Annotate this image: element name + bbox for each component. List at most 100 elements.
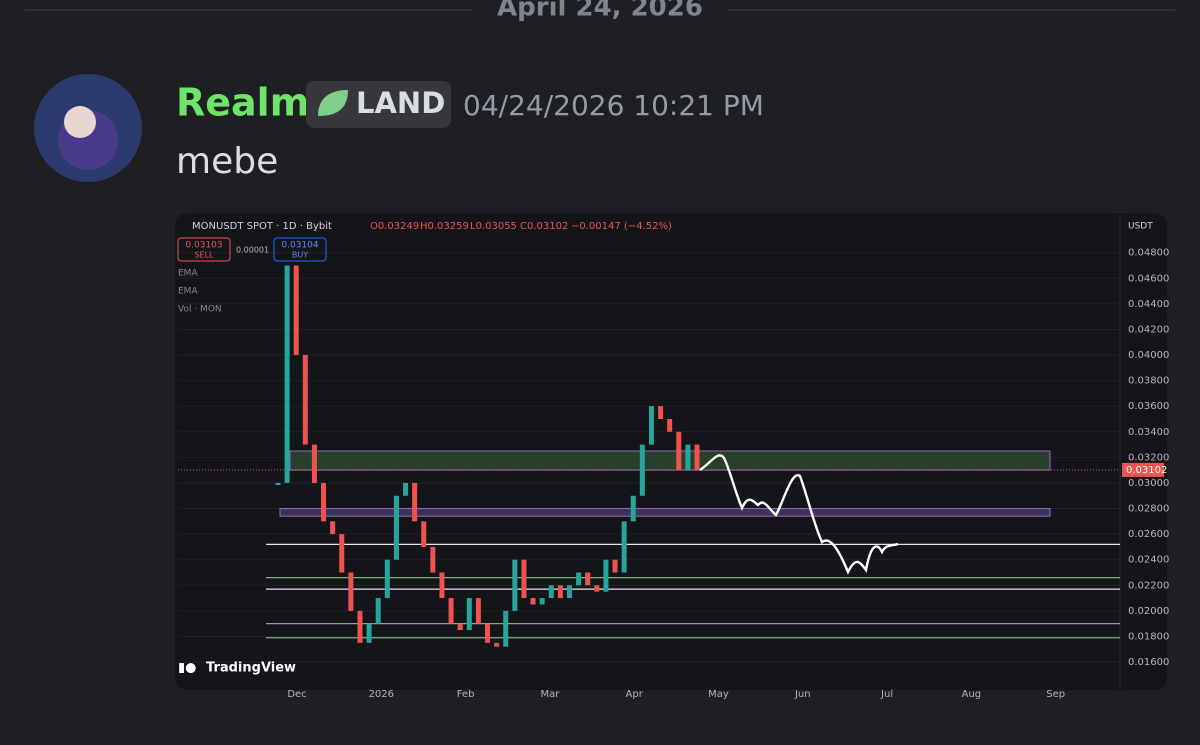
y-tick-label: 0.02200 [1128, 580, 1169, 591]
candle [594, 585, 600, 592]
candle [621, 521, 627, 573]
candle [403, 482, 409, 496]
candle [448, 598, 454, 624]
buy-box[interactable] [273, 237, 327, 262]
buy-price: 0.03104 [281, 241, 318, 251]
candle [685, 444, 691, 471]
candle [639, 444, 645, 496]
y-tick-label: 0.04600 [1128, 273, 1169, 284]
candle [530, 598, 536, 605]
x-tick-label: Dec [287, 689, 306, 700]
sell-label: SELL [194, 251, 214, 260]
candle [648, 406, 654, 445]
y-tick-label: 0.03600 [1128, 401, 1169, 412]
x-tick-label: Feb [457, 689, 475, 700]
tag-label: LAND [356, 86, 445, 120]
leaf-icon [318, 90, 348, 116]
candle [512, 559, 518, 611]
avatar-face [64, 106, 96, 138]
candle [330, 521, 336, 535]
ohlc: H0.03259 [420, 221, 469, 232]
sell-box[interactable] [177, 237, 231, 262]
zone [279, 508, 1051, 517]
indicator: EMA [178, 269, 198, 279]
y-tick-label: 0.02600 [1128, 529, 1169, 540]
x-tick-label: 2026 [369, 689, 394, 700]
y-tick-label: 0.01800 [1128, 631, 1169, 642]
message-text: mebe [176, 141, 278, 182]
candle [576, 572, 582, 586]
date-divider: April 24, 2026 [497, 0, 703, 23]
y-tick-label: 0.04200 [1128, 324, 1169, 335]
y-tick-label: 0.03000 [1128, 478, 1169, 489]
symbol: MONUSDT SPOT · 1D · Bybit [192, 221, 332, 232]
candle [612, 559, 618, 573]
x-tick-label: Aug [962, 689, 982, 700]
author-name[interactable]: Realm [176, 81, 309, 125]
candle [412, 482, 418, 522]
candle [366, 623, 372, 643]
y-tick-label: 0.03400 [1128, 427, 1169, 438]
candle [384, 559, 390, 599]
candle [566, 585, 572, 599]
x-tick-label: Sep [1046, 689, 1065, 700]
candle [557, 585, 563, 599]
candle [321, 482, 327, 522]
candle [430, 546, 436, 573]
candle [302, 355, 308, 445]
candle [494, 642, 500, 647]
spread: 0.00001 [236, 246, 269, 255]
y-tick-label: 0.02800 [1128, 504, 1169, 515]
candle [548, 585, 554, 599]
y-tick-label: 0.03200 [1128, 452, 1169, 463]
candle [585, 572, 591, 586]
ohlc: C0.03102 [520, 221, 568, 232]
candle [284, 265, 290, 483]
x-tick-label: Mar [540, 689, 560, 700]
candle [658, 406, 664, 419]
ohlc: L0.03055 [470, 221, 517, 232]
x-tick-label: Apr [626, 689, 644, 700]
candle [339, 534, 345, 573]
candle [421, 521, 427, 547]
candle [439, 572, 445, 599]
last-price-label: 0.03102 [1126, 465, 1167, 476]
y-tick-label: 0.02000 [1128, 606, 1169, 617]
buy-label: BUY [292, 251, 308, 260]
candle [275, 482, 281, 485]
change: −0.00147 (−4.52%) [571, 221, 672, 232]
drawn-projection [699, 454, 899, 575]
y-tick-label: 0.03800 [1128, 376, 1169, 387]
last-price-box [1122, 462, 1164, 477]
candle [694, 444, 700, 471]
x-tick-label: Jul [880, 689, 893, 700]
y-tick-label: 0.04400 [1128, 299, 1169, 310]
candle [375, 598, 381, 624]
y-tick-label: 0.02400 [1128, 555, 1169, 566]
sell-price: 0.03103 [185, 241, 222, 251]
indicator: EMA [178, 287, 198, 297]
candle [393, 495, 399, 560]
candle [667, 418, 673, 432]
y-tick-label: 0.01600 [1128, 657, 1169, 668]
brand-logo: ▮● [178, 661, 197, 676]
x-tick-label: Jun [794, 689, 811, 700]
candle [503, 610, 509, 647]
x-tick-label: May [708, 689, 729, 700]
candle [676, 431, 682, 471]
candle [485, 623, 490, 643]
timestamp: 04/24/2026 10:21 PM [463, 89, 764, 122]
y-tick-label: 0.04000 [1128, 350, 1169, 361]
candle [475, 598, 481, 624]
candle [457, 623, 463, 631]
candle [539, 598, 545, 605]
indicator: Vol · MON [178, 305, 222, 315]
candle [466, 598, 472, 631]
brand: TradingView [206, 661, 296, 676]
candle [311, 444, 317, 483]
candle [521, 559, 527, 599]
zone [289, 450, 1051, 471]
candle [630, 495, 636, 522]
